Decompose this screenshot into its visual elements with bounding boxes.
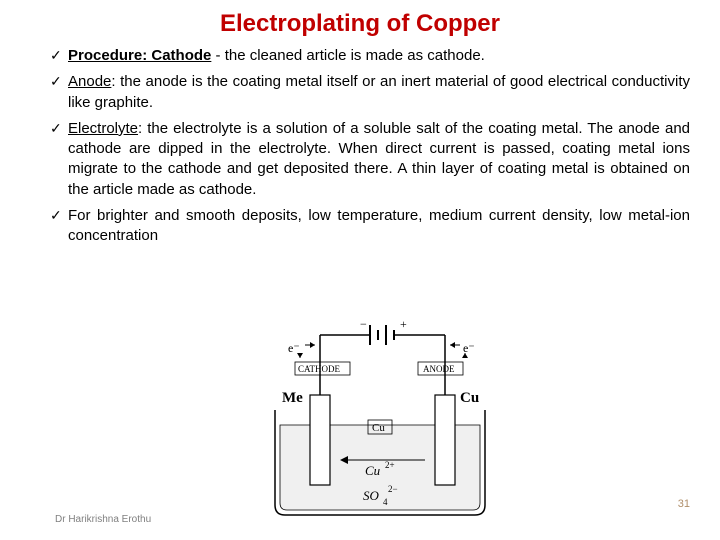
e-right-label: e⁻ — [463, 341, 475, 355]
cu-sol-label: Cu — [372, 422, 385, 434]
check-icon: ✓ — [50, 206, 62, 225]
check-icon: ✓ — [50, 46, 62, 65]
cu2-label: Cu — [365, 463, 381, 478]
bullet-3: ✓ Electrolyte: the electrolyte is a solu… — [50, 119, 690, 200]
check-icon: ✓ — [50, 119, 62, 138]
cu-electrode-label: Cu — [460, 390, 479, 406]
bullet-1-label: Procedure: Cathode — [68, 47, 211, 64]
content-area: ✓ Procedure: Cathode - the cleaned artic… — [0, 46, 720, 246]
anode-label: ANODE — [423, 364, 455, 374]
bullet-2-label: Anode — [68, 73, 111, 90]
so4-label: SO — [363, 488, 380, 503]
cu2-sup: 2+ — [385, 460, 395, 470]
so4-sup: 2− — [388, 484, 398, 494]
bullet-4-text: For brighter and smooth deposits, low te… — [68, 207, 690, 244]
minus-label: − — [360, 320, 367, 331]
bullet-3-label: Electrolyte — [68, 120, 138, 137]
bullet-2: ✓ Anode: the anode is the coating metal … — [50, 72, 690, 113]
page-number: 31 — [678, 498, 690, 510]
bullet-2-text: : the anode is the coating metal itself … — [68, 73, 690, 110]
plus-label: + — [400, 320, 407, 331]
cathode-label: CATHODE — [298, 364, 341, 374]
slide-title: Electroplating of Copper — [0, 0, 720, 46]
bullet-4: ✓ For brighter and smooth deposits, low … — [50, 206, 690, 247]
me-label: Me — [282, 390, 303, 406]
bullet-1-text: - the cleaned article is made as cathode… — [211, 47, 485, 64]
footer-author: Dr Harikrishna Erothu — [55, 514, 151, 525]
e-left-label: e⁻ — [288, 341, 300, 355]
bullet-3-text: : the electrolyte is a solution of a sol… — [68, 120, 690, 198]
electroplating-diagram: − + e⁻ e⁻ CATHODE ANODE Me Cu Cu Cu 2+ S… — [260, 320, 500, 520]
bullet-1: ✓ Procedure: Cathode - the cleaned artic… — [50, 46, 690, 66]
so4-sub: 4 — [383, 497, 388, 507]
check-icon: ✓ — [50, 72, 62, 91]
